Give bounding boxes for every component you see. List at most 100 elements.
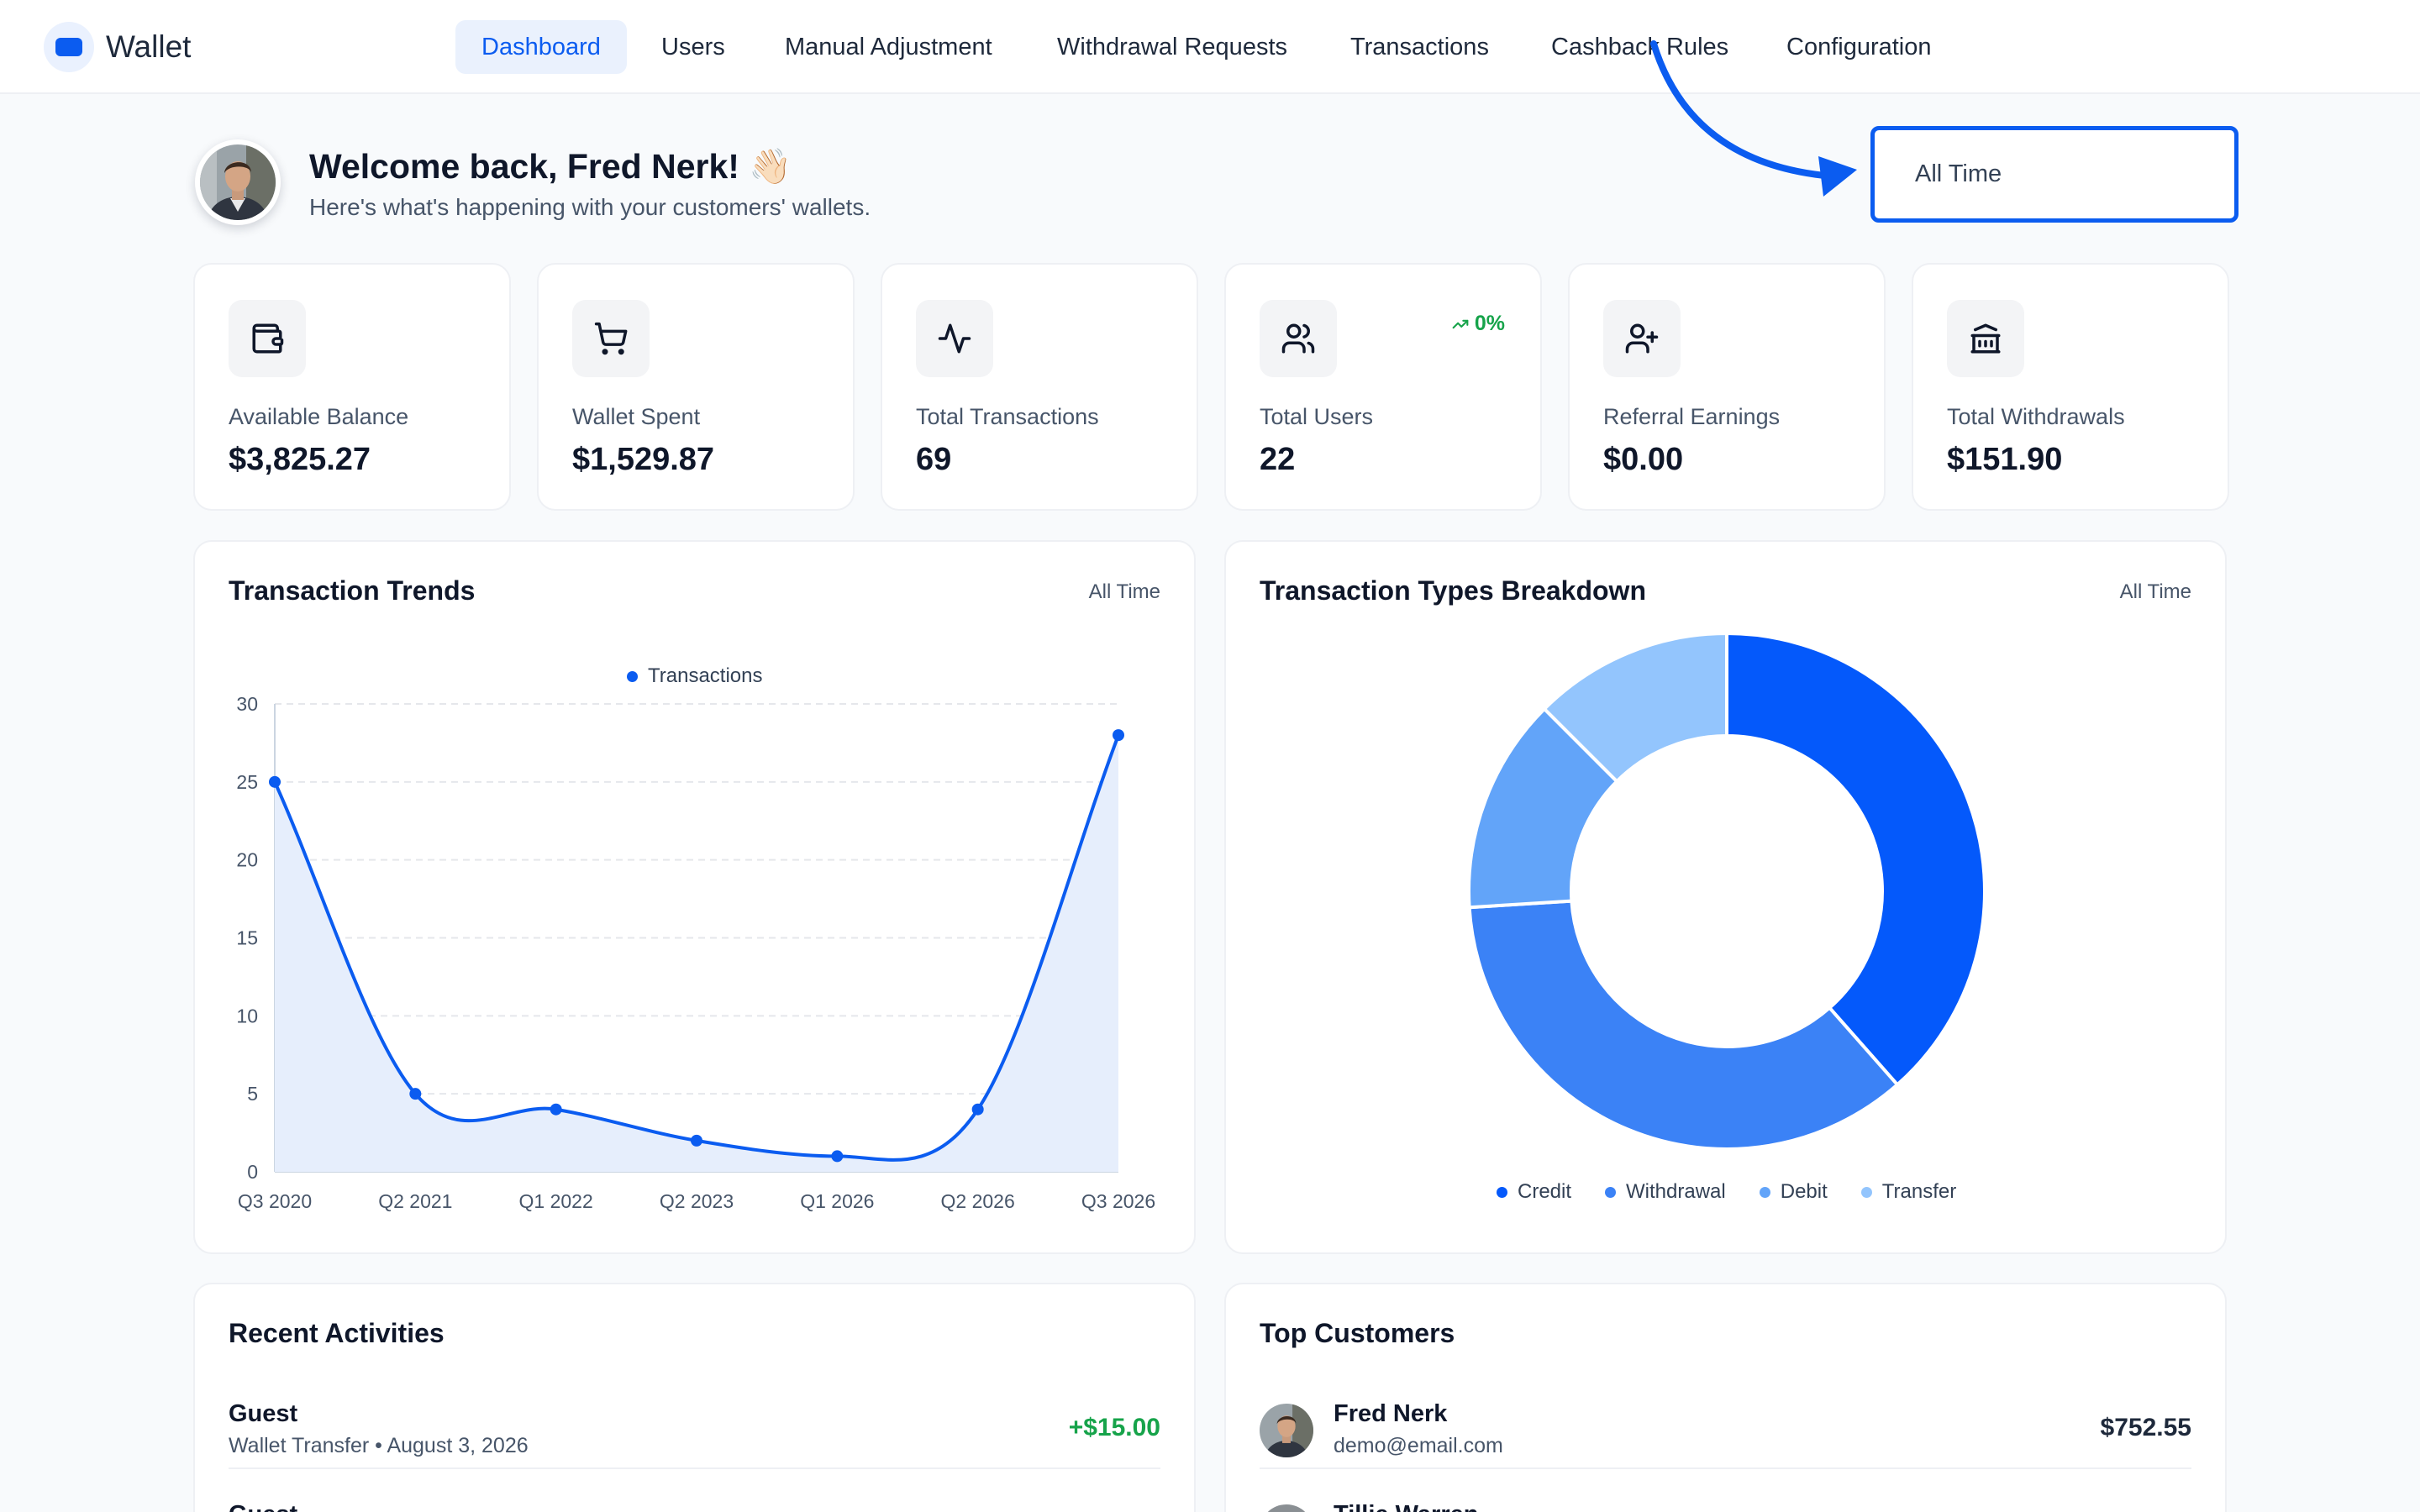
customer-name: Fred Nerk [1334, 1400, 1448, 1427]
stat-card-total-withdrawals: Total Withdrawals $151.90 [1912, 263, 2229, 511]
data-point [269, 775, 281, 788]
pie-slice-transfer [1542, 631, 1728, 785]
brand[interactable]: Wallet [44, 20, 191, 74]
x-tick-label: Q2 2023 [660, 1190, 734, 1212]
stat-label: Total Users [1260, 404, 1374, 429]
panel-title: Top Customers [1260, 1318, 1455, 1348]
date-range-select[interactable]: All Time [1870, 126, 2238, 223]
stat-card-wallet-spent: Wallet Spent $1,529.87 [537, 263, 855, 511]
recent-activities-panel: Recent Activities Guest Wallet Transfer … [193, 1283, 1196, 1512]
legend-label: Credit [1518, 1180, 1572, 1203]
nav-cashback-rules[interactable]: Cashback Rules [1551, 34, 1729, 60]
user-avatar[interactable] [195, 139, 281, 225]
legend-item[interactable]: Transfer [1860, 1180, 1956, 1204]
stat-card-total-transactions: Total Transactions 69 [881, 263, 1198, 511]
customer-email: demo@email.com [1334, 1434, 1503, 1457]
x-tick-label: Q1 2026 [800, 1190, 874, 1212]
cart-icon [572, 300, 650, 377]
x-tick-label: Q1 2022 [519, 1190, 593, 1212]
activity-row[interactable]: Guest [229, 1486, 1160, 1512]
activity-amount: +$15.00 [1068, 1414, 1160, 1441]
x-tick-label: Q3 2020 [238, 1190, 312, 1212]
stat-value: 22 [1260, 442, 1296, 477]
panel-title: Transaction Trends [229, 575, 476, 606]
chart-legend: Transactions [627, 664, 763, 688]
data-point [550, 1103, 562, 1116]
stat-card-total-users: 0% Total Users 22 [1224, 263, 1542, 511]
activity-name: Guest [229, 1501, 297, 1512]
legend-label: Withdrawal [1626, 1180, 1726, 1203]
wallet-icon [229, 300, 306, 377]
customer-avatar [1260, 1504, 1313, 1512]
legend-item[interactable]: Debit [1759, 1180, 1828, 1204]
area-fill [275, 735, 1118, 1172]
stat-change: 0% [1449, 312, 1505, 336]
user-plus-icon [1603, 300, 1681, 377]
stat-label: Available Balance [229, 404, 409, 429]
stat-value: 69 [916, 442, 952, 477]
legend-label: Transactions [648, 664, 763, 687]
nav-configuration[interactable]: Configuration [1786, 34, 1932, 60]
data-point [691, 1134, 702, 1147]
legend-item[interactable]: Transactions [627, 664, 763, 688]
bank-icon [1947, 300, 2024, 377]
data-point [1113, 729, 1124, 742]
trending-up-icon [1452, 319, 1469, 328]
welcome-subtitle: Here's what's happening with your custom… [309, 194, 871, 220]
activity-details: Wallet Transfer • August 3, 2026 [229, 1434, 529, 1457]
x-tick-label: Q3 2026 [1081, 1190, 1155, 1212]
legend-dot [1860, 1186, 1872, 1198]
panel-range: All Time [2119, 580, 2191, 603]
nav-manual-adjustment[interactable]: Manual Adjustment [785, 34, 992, 60]
nav-dashboard[interactable]: Dashboard [455, 20, 627, 74]
customer-row[interactable]: Fred Nerk demo@email.com $752.55 [1260, 1385, 2191, 1469]
customer-amount: $752.55 [2100, 1414, 2191, 1441]
y-tick-label: 5 [247, 1083, 258, 1105]
customer-avatar [1260, 1404, 1313, 1457]
customer-name: Tillie Warren [1334, 1501, 1478, 1512]
nav-transactions[interactable]: Transactions [1350, 34, 1489, 60]
data-point [831, 1150, 844, 1163]
customer-row[interactable]: Tillie Warren [1260, 1486, 2191, 1512]
legend-dot [1759, 1186, 1770, 1198]
pie-slice-credit [1725, 631, 1986, 1088]
legend-dot [627, 670, 638, 682]
y-tick-label: 10 [236, 1005, 258, 1026]
nav-withdrawal-requests[interactable]: Withdrawal Requests [1057, 34, 1287, 60]
stat-label: Wallet Spent [572, 404, 701, 429]
panel-title: Recent Activities [229, 1318, 445, 1348]
y-tick-label: 15 [236, 927, 258, 949]
activity-name: Guest [229, 1400, 298, 1427]
chart-legend: Credit Withdrawal Debit Transfer [1497, 1180, 1956, 1204]
stat-card-referral-earnings: Referral Earnings $0.00 [1568, 263, 1886, 511]
brand-name: Wallet [106, 29, 192, 64]
stat-value: $3,825.27 [229, 442, 371, 477]
stat-value: $0.00 [1603, 442, 1684, 477]
legend-item[interactable]: Withdrawal [1605, 1180, 1726, 1204]
transaction-types-panel: Transaction Types Breakdown All Time Cre… [1224, 540, 2227, 1254]
welcome-title: Welcome back, Fred Nerk! 👋🏻 [309, 147, 792, 186]
panel-range: All Time [1088, 580, 1160, 603]
x-tick-label: Q2 2026 [941, 1190, 1015, 1212]
wallet-logo-icon [44, 22, 94, 72]
data-point [971, 1103, 984, 1116]
users-icon [1260, 300, 1337, 377]
top-navbar: Wallet Dashboard Users Manual Adjustment… [0, 0, 2420, 94]
stat-label: Total Transactions [916, 404, 1099, 429]
nav-users[interactable]: Users [661, 34, 725, 60]
stat-change-value: 0% [1474, 312, 1505, 335]
x-tick-label: Q2 2021 [378, 1190, 452, 1212]
stat-label: Total Withdrawals [1947, 404, 2125, 429]
transaction-trends-panel: Transaction Trends All Time Transactions… [193, 540, 1196, 1254]
y-tick-label: 20 [236, 849, 258, 871]
activity-row[interactable]: Guest Wallet Transfer • August 3, 2026 +… [229, 1385, 1160, 1469]
legend-item[interactable]: Credit [1497, 1180, 1571, 1204]
stat-value: $1,529.87 [572, 442, 715, 477]
y-tick-label: 0 [247, 1161, 258, 1183]
legend-dot [1497, 1186, 1507, 1198]
legend-dot [1605, 1186, 1617, 1198]
legend-label: Debit [1780, 1180, 1828, 1203]
activity-icon [916, 300, 993, 377]
annotation-arrow [1650, 40, 1857, 197]
y-tick-label: 30 [236, 693, 258, 715]
